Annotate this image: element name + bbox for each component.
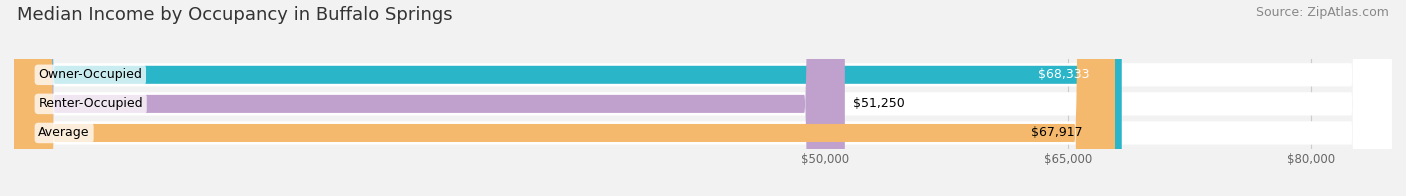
FancyBboxPatch shape	[14, 0, 1115, 196]
FancyBboxPatch shape	[14, 0, 845, 196]
FancyBboxPatch shape	[14, 0, 1392, 196]
Text: Median Income by Occupancy in Buffalo Springs: Median Income by Occupancy in Buffalo Sp…	[17, 6, 453, 24]
Text: $67,917: $67,917	[1031, 126, 1083, 140]
Text: $68,333: $68,333	[1038, 68, 1090, 81]
Text: Renter-Occupied: Renter-Occupied	[38, 97, 143, 110]
Text: Source: ZipAtlas.com: Source: ZipAtlas.com	[1256, 6, 1389, 19]
Text: Average: Average	[38, 126, 90, 140]
FancyBboxPatch shape	[14, 0, 1392, 196]
Text: Owner-Occupied: Owner-Occupied	[38, 68, 142, 81]
FancyBboxPatch shape	[14, 0, 1122, 196]
Text: $51,250: $51,250	[853, 97, 904, 110]
FancyBboxPatch shape	[14, 0, 1392, 196]
